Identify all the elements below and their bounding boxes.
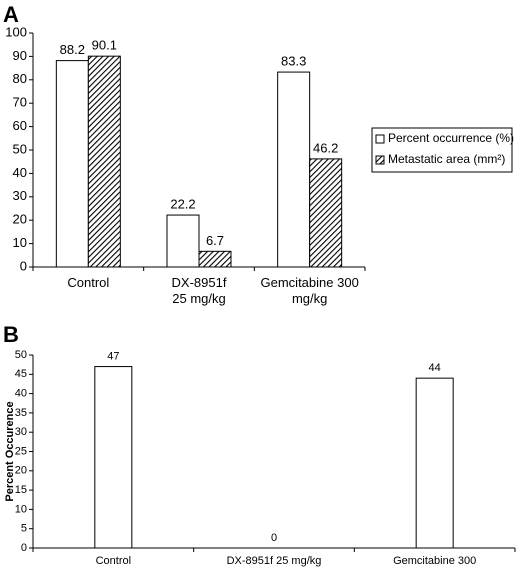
y-tick-label: 5 (21, 523, 27, 535)
legend-swatch (375, 155, 385, 165)
panel-label: B (3, 322, 19, 347)
y-tick-label: 15 (15, 484, 27, 496)
legend-label: Percent occurrence (%) (388, 131, 514, 145)
bar (55, 60, 89, 268)
data-label: 22.2 (170, 196, 195, 211)
y-tick-label: 50 (15, 349, 27, 361)
y-tick-label: 90 (13, 48, 27, 63)
y-tick-label: 70 (13, 95, 27, 110)
y-tick-label: 30 (13, 188, 27, 203)
data-label: 83.3 (281, 54, 306, 69)
y-tick-label: 25 (15, 445, 27, 457)
y-tick-label: 35 (15, 407, 27, 419)
y-tick-label: 100 (5, 24, 27, 39)
y-tick-label: 45 (15, 368, 27, 380)
y-tick-label: 40 (15, 388, 27, 400)
y-tick-label: 10 (13, 235, 27, 250)
bar (277, 71, 311, 268)
data-label: 47 (107, 350, 119, 362)
data-label: 90.1 (92, 38, 117, 53)
y-tick-label: 40 (13, 165, 27, 180)
legend-label: Metastatic area (mm²) (388, 152, 505, 166)
data-label: 44 (429, 362, 441, 374)
y-axis-label: Percent Occurence (4, 401, 16, 501)
x-tick-label: Gemcitabine 300 mg/kg (393, 555, 477, 567)
y-tick-label: 80 (13, 71, 27, 86)
panel-label: A (3, 2, 19, 27)
y-tick-label: 50 (13, 141, 27, 156)
legend-swatch (375, 134, 385, 144)
bar (309, 158, 343, 268)
y-tick-label: 60 (13, 118, 27, 133)
x-tick-label: DX-8951f 25 mg/kg (226, 555, 322, 567)
data-label: 0 (271, 532, 277, 544)
data-label: 46.2 (313, 140, 338, 155)
y-tick-label: 30 (15, 426, 27, 438)
data-label: 6.7 (206, 233, 224, 248)
y-tick-label: 20 (13, 212, 27, 227)
x-tick-label: Gemcitabine 300 mg/kg (260, 275, 359, 306)
y-tick-label: 0 (21, 542, 27, 554)
y-tick-label: 10 (15, 503, 27, 515)
x-tick-label: Control (67, 275, 110, 290)
bar (94, 366, 133, 549)
x-tick-label: Control (95, 555, 132, 567)
bar (166, 214, 200, 268)
bar (198, 250, 232, 268)
legend-box (371, 127, 513, 173)
y-tick-label: 20 (15, 465, 27, 477)
data-label: 88.2 (60, 42, 85, 57)
bar (87, 55, 121, 268)
x-tick-label: DX-8951f 25 mg/kg (171, 275, 227, 306)
bar (415, 377, 454, 549)
y-tick-label: 0 (20, 258, 27, 273)
